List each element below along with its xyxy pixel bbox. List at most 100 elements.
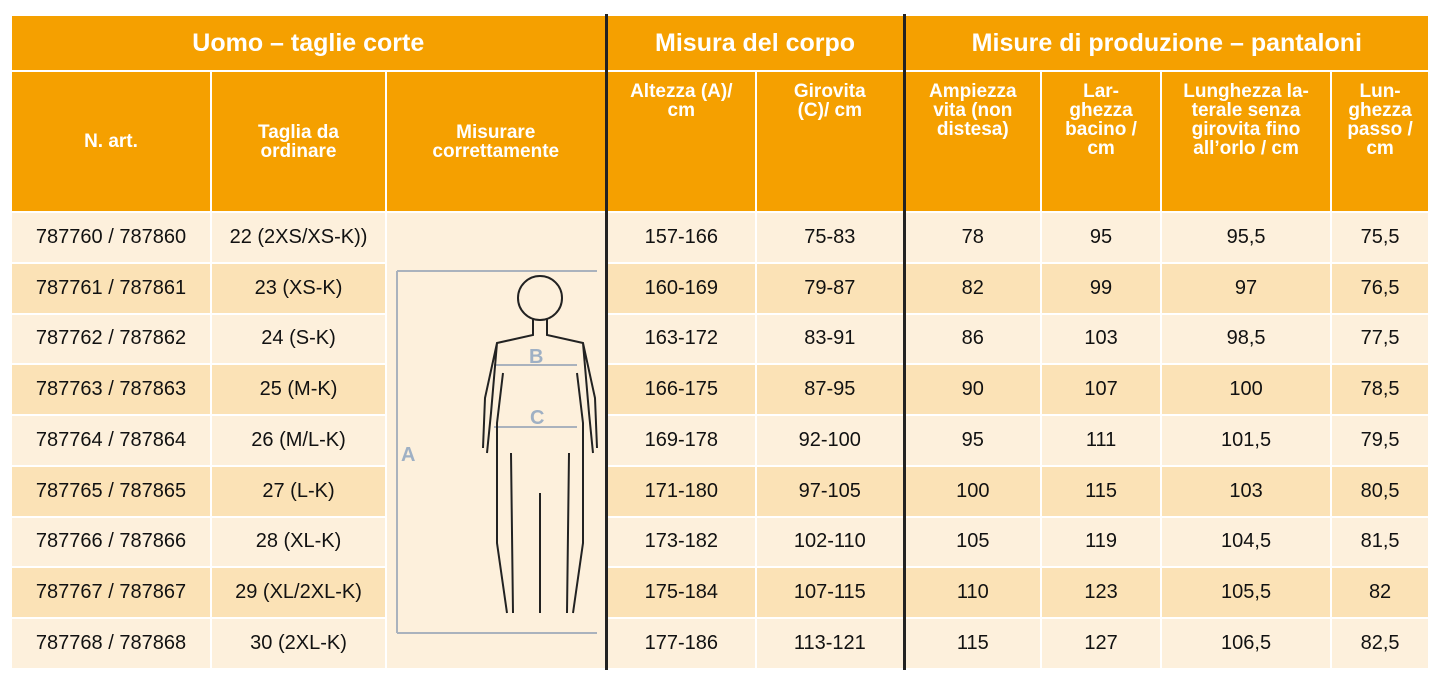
table-cell: 23 (XS-K) — [210, 261, 387, 315]
body-figure: A B C — [396, 270, 598, 634]
table-cell: 25 (M-K) — [210, 363, 387, 417]
measure-lines — [494, 364, 577, 428]
table-cell: 27 (L-K) — [210, 464, 387, 518]
table-cell: 29 (XL/2XL-K) — [210, 566, 387, 620]
table-cell: 83-91 — [755, 312, 906, 366]
table-cell: 28 (XL-K) — [210, 515, 387, 569]
table-cell: 103 — [1040, 312, 1163, 366]
table-cell: 787761 / 787861 — [10, 261, 212, 315]
table-cell: 22 (2XS/XS-K)) — [210, 211, 387, 264]
body-outline — [482, 319, 598, 614]
table-cell: 173-182 — [605, 515, 758, 569]
table-cell: 98,5 — [1160, 312, 1333, 366]
table-cell: 119 — [1040, 515, 1163, 569]
table-cell: 79,5 — [1330, 414, 1431, 467]
table-cell: 30 (2XL-K) — [210, 617, 387, 670]
table-cell: 75,5 — [1330, 211, 1431, 264]
table-cell: 111 — [1040, 414, 1163, 467]
table-cell: 92-100 — [755, 414, 906, 467]
column-header: N. art. — [10, 70, 212, 213]
group-header: Misura del corpo — [605, 14, 906, 72]
table-row: 787762 / 787862 24 (S-K) 163-172 83-91 86 103… — [10, 312, 1431, 366]
table-cell: 103 — [1160, 464, 1333, 518]
table-cell: 115 — [903, 617, 1043, 670]
table-cell: 82 — [903, 261, 1043, 315]
table-cell: 76,5 — [1330, 261, 1431, 315]
table-cell: 86 — [903, 312, 1043, 366]
table-cell: 177-186 — [605, 617, 758, 670]
table-cell: 97-105 — [755, 464, 906, 518]
table-cell: 157-166 — [605, 211, 758, 264]
table-cell: 160-169 — [605, 261, 758, 315]
table-cell: 787766 / 787866 — [10, 515, 212, 569]
table-cell: 787765 / 787865 — [10, 464, 212, 518]
size-table: Uomo – taglie corte Misura del corpo Mis… — [9, 14, 1431, 670]
group-header: Uomo – taglie corte — [9, 14, 608, 72]
table-cell: 169-178 — [605, 414, 758, 467]
column-header: Altezza (A)/ cm — [605, 70, 758, 213]
table-cell: 105,5 — [1160, 566, 1333, 620]
table-cell: 171-180 — [605, 464, 758, 518]
table-cell: 163-172 — [605, 312, 758, 366]
head — [517, 275, 563, 321]
table-cell: 787762 / 787862 — [10, 312, 212, 366]
table-row: 787764 / 787864 26 (M/L-K) 169-178 92-100 95… — [10, 414, 1431, 467]
table-cell: 115 — [1040, 464, 1163, 518]
table-cell: 166-175 — [605, 363, 758, 417]
table-cell: 81,5 — [1330, 515, 1431, 569]
table-cell: 101,5 — [1160, 414, 1333, 467]
table-cell: 787760 / 787860 — [10, 211, 212, 264]
table-cell: 106,5 — [1160, 617, 1333, 670]
table-cell: 105 — [903, 515, 1043, 569]
table-cell: 110 — [903, 566, 1043, 620]
table-cell: 95,5 — [1160, 211, 1333, 264]
table-row: 787765 / 787865 27 (L-K) 171-180 97-105 100 1… — [10, 464, 1431, 518]
table-cell: 78 — [903, 211, 1043, 264]
table-cell: 79-87 — [755, 261, 906, 315]
table-cell: 95 — [1040, 211, 1163, 264]
figure-label: B — [529, 346, 543, 368]
frame — [396, 270, 597, 634]
table-cell: 95 — [903, 414, 1043, 467]
table-cell: 75-83 — [755, 211, 906, 264]
table-cell: 787767 / 787867 — [10, 566, 212, 620]
table-cell: 102-110 — [755, 515, 906, 569]
table-cell: 787763 / 787863 — [10, 363, 212, 417]
figure-label: C — [530, 407, 544, 429]
table-cell: 787768 / 787868 — [10, 617, 212, 670]
column-header: Taglia da ordinare — [210, 70, 387, 213]
column-header: Lar- ghezza bacino / cm — [1040, 70, 1163, 213]
table-cell: 104,5 — [1160, 515, 1333, 569]
table-cell: 80,5 — [1330, 464, 1431, 518]
table-cell: 107 — [1040, 363, 1163, 417]
table-cell: 100 — [903, 464, 1043, 518]
table-cell: 90 — [903, 363, 1043, 417]
table-cell: 97 — [1160, 261, 1333, 315]
table-row: 787760 / 787860 22 (2XS/XS-K)) A B C 157-166 7… — [10, 211, 1431, 670]
table-cell: 113-121 — [755, 617, 906, 670]
table-row: 787767 / 787867 29 (XL/2XL-K) 175-184 107-1… — [10, 566, 1431, 620]
column-header: Ampiezza vita (non distesa) — [903, 70, 1043, 213]
figure-label: A — [401, 444, 415, 466]
column-header: Lun- ghezza passo / cm — [1330, 70, 1431, 213]
column-header: Lunghezza la- terale senza girovita fino… — [1160, 70, 1333, 213]
table-row: 787761 / 787861 23 (XS-K) 160-169 79-87 82 99… — [10, 261, 1431, 315]
figure-cell: A B C — [384, 211, 608, 670]
column-header: Misurare correttamente — [384, 70, 608, 213]
table-cell: 87-95 — [755, 363, 906, 417]
table-cell: 24 (S-K) — [210, 312, 387, 366]
table-cell: 99 — [1040, 261, 1163, 315]
table-cell: 100 — [1160, 363, 1333, 417]
table-cell: 82 — [1330, 566, 1431, 620]
table-cell: 175-184 — [605, 566, 758, 620]
table-cell: 82,5 — [1330, 617, 1431, 670]
table-cell: 787764 / 787864 — [10, 414, 212, 467]
table-cell: 26 (M/L-K) — [210, 414, 387, 467]
column-header: Girovita (C)/ cm — [755, 70, 906, 213]
table-cell: 107-115 — [755, 566, 906, 620]
table-cell: 77,5 — [1330, 312, 1431, 366]
table-cell: 78,5 — [1330, 363, 1431, 417]
table-row: 787763 / 787863 25 (M-K) 166-175 87-95 90 107… — [10, 363, 1431, 417]
table-row: 787766 / 787866 28 (XL-K) 173-182 102-110 10… — [10, 515, 1431, 569]
